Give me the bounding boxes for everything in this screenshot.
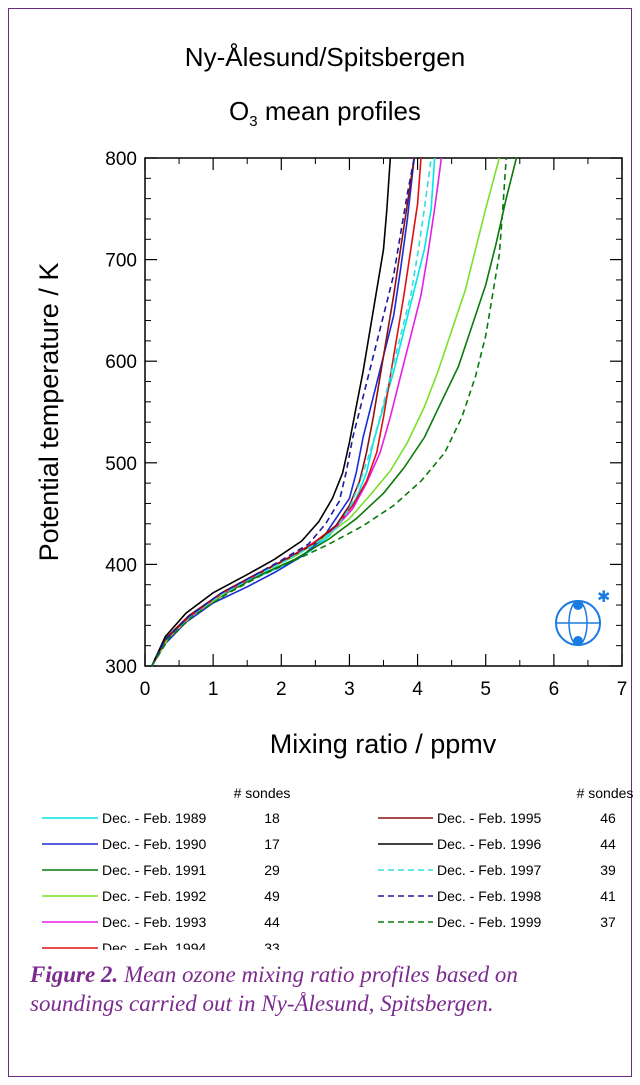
y-axis-label: Potential temperature / K bbox=[34, 263, 64, 562]
x-tick-label: 5 bbox=[480, 679, 491, 700]
series-line bbox=[151, 157, 443, 667]
legend-sonde-count: 33 bbox=[264, 940, 280, 950]
ozone-profile-chart: Ny-Ålesund/Spitsbergen O3 mean profiles … bbox=[34, 42, 634, 950]
series-line bbox=[151, 157, 415, 667]
legend-sonde-count: 46 bbox=[600, 810, 616, 826]
series-group bbox=[151, 157, 518, 667]
series-line bbox=[151, 157, 432, 667]
x-tick-label: 2 bbox=[276, 679, 287, 700]
series-line bbox=[151, 157, 392, 667]
legend-sonde-count: 41 bbox=[600, 888, 616, 904]
legend-label: Dec. - Feb. 1999 bbox=[437, 914, 541, 930]
x-tick-label: 0 bbox=[140, 679, 151, 700]
legend-header-right: # sondes bbox=[577, 785, 634, 801]
x-tick-label: 4 bbox=[412, 679, 423, 700]
legend-label: Dec. - Feb. 1992 bbox=[102, 888, 206, 904]
y-tick-label: 400 bbox=[105, 555, 137, 576]
legend-sonde-count: 49 bbox=[264, 888, 280, 904]
legend-sonde-count: 29 bbox=[264, 862, 280, 878]
tick-labels: 0 1 2 3 4 5 6 7 300 400 500 600 700 800 bbox=[105, 149, 627, 700]
subtitle-sub: 3 bbox=[249, 113, 257, 130]
x-tick-label: 6 bbox=[549, 679, 560, 700]
caption-lead: Figure 2. bbox=[30, 962, 119, 987]
series-line bbox=[151, 157, 507, 667]
subtitle-o: O bbox=[229, 96, 249, 126]
figure-caption: Figure 2. Mean ozone mixing ratio profil… bbox=[30, 960, 610, 1018]
plot-area bbox=[144, 157, 623, 667]
legend-label: Dec. - Feb. 1996 bbox=[437, 836, 541, 852]
series-line bbox=[151, 157, 422, 667]
chart-title: Ny-Ålesund/Spitsbergen bbox=[185, 42, 465, 72]
series-line bbox=[151, 157, 501, 667]
x-tick-label: 1 bbox=[208, 679, 219, 700]
axis-ticks bbox=[144, 157, 623, 667]
subtitle-rest: mean profiles bbox=[258, 96, 421, 126]
legend-sonde-count: 44 bbox=[600, 836, 616, 852]
y-tick-label: 500 bbox=[105, 454, 137, 475]
svg-text:✱: ✱ bbox=[597, 587, 610, 606]
x-tick-label: 3 bbox=[344, 679, 355, 700]
legend-sonde-count: 44 bbox=[264, 914, 280, 930]
y-tick-label: 300 bbox=[105, 657, 137, 678]
legend-sonde-count: 37 bbox=[600, 914, 616, 930]
series-line bbox=[151, 157, 415, 667]
legend-label: Dec. - Feb. 1991 bbox=[102, 862, 206, 878]
legend-label: Dec. - Feb. 1995 bbox=[437, 810, 541, 826]
legend-sonde-count: 18 bbox=[264, 810, 280, 826]
legend-label: Dec. - Feb. 1998 bbox=[437, 888, 541, 904]
legend: Dec. - Feb. 1989 18 Dec. - Feb. 1990 17 Dec.… bbox=[42, 810, 616, 950]
legend-header-left: # sondes bbox=[234, 785, 291, 801]
y-tick-label: 600 bbox=[105, 352, 137, 373]
legend-sonde-count: 17 bbox=[264, 836, 280, 852]
x-tick-label: 7 bbox=[617, 679, 628, 700]
figure-frame bbox=[8, 8, 632, 1077]
y-tick-label: 700 bbox=[105, 251, 137, 272]
legend-sonde-count: 39 bbox=[600, 862, 616, 878]
legend-label: Dec. - Feb. 1993 bbox=[102, 914, 206, 930]
chart-subtitle: O3 mean profiles bbox=[229, 96, 421, 130]
legend-label: Dec. - Feb. 1994 bbox=[102, 940, 206, 950]
caption-text: Mean ozone mixing ratio profiles based o… bbox=[30, 962, 518, 1016]
series-line bbox=[151, 157, 518, 667]
y-tick-label: 800 bbox=[105, 149, 137, 170]
x-axis-label: Mixing ratio / ppmv bbox=[270, 729, 497, 759]
legend-label: Dec. - Feb. 1990 bbox=[102, 836, 206, 852]
legend-label: Dec. - Feb. 1989 bbox=[102, 810, 206, 826]
logo-icon: ✱ bbox=[555, 587, 610, 646]
legend-label: Dec. - Feb. 1997 bbox=[437, 862, 541, 878]
